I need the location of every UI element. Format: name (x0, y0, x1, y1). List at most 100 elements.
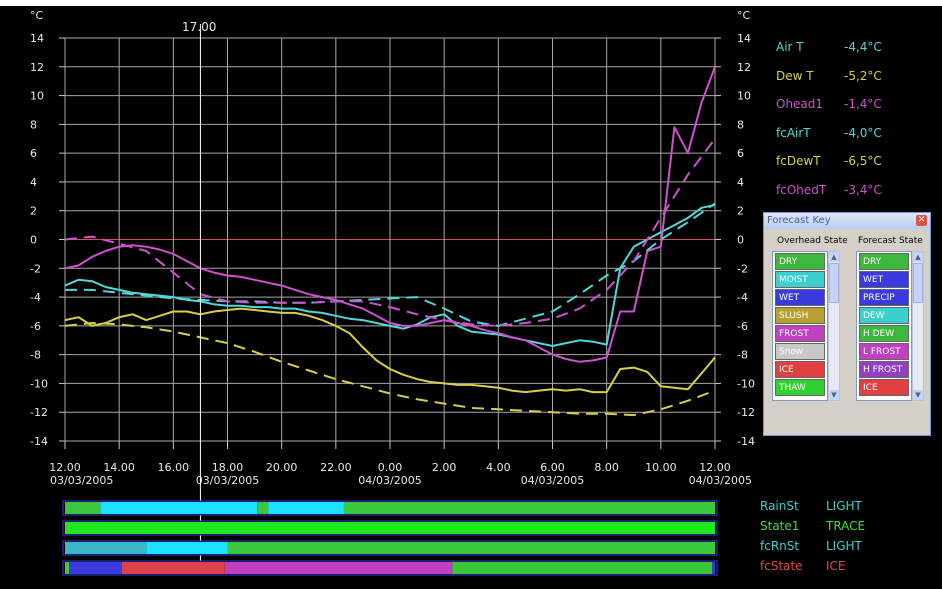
readout-value: -6,5°C (844, 154, 882, 169)
state-bar-segment (100, 502, 258, 514)
x-tick-time: 0.00 (378, 461, 403, 474)
key-item[interactable]: MOIST (775, 271, 825, 288)
readout-air-t: Air T -4,4°C (776, 40, 882, 54)
state-bar-value: ICE (826, 559, 846, 573)
y-tick-labels: 14 14 12 12 10 10 8 8 6 6 4 4 2 2 0 0 -2 -2 -4 -4 -6 -6 -8 -8 -1… (30, 32, 755, 448)
scroll-up-icon[interactable]: ▲ (913, 252, 923, 262)
key-item[interactable]: Snow (775, 343, 825, 360)
y-tick-label-right: -8 (737, 349, 748, 362)
y-tick-label-right: -14 (737, 435, 755, 448)
readout-ohead1: Ohead1 -1,4°C (776, 97, 882, 111)
key-item[interactable]: SLUSH (775, 307, 825, 324)
readout-label: Ohead1 (776, 97, 824, 112)
y-tick-label-right: -10 (737, 377, 755, 390)
y-tick-label-right: 4 (737, 176, 744, 189)
y-tick-label-right: -6 (737, 320, 748, 333)
y-tick-label-right: 2 (737, 205, 744, 218)
readout-fcohedt: fcOhedT -3,4°C (776, 183, 882, 197)
state-bar-value: TRACE (826, 519, 866, 533)
key-item[interactable]: THAW (775, 379, 825, 396)
scroll-down-icon[interactable]: ▼ (913, 390, 923, 400)
series-line-fcohedt (64, 138, 716, 327)
readout-value: -4,0°C (844, 125, 882, 140)
overhead-state-header: Overhead State (777, 236, 848, 246)
state-bar-segment (65, 562, 70, 574)
close-icon[interactable]: ✕ (916, 215, 927, 226)
key-item[interactable]: ICE (859, 379, 909, 396)
overhead-state-list[interactable]: DRY MOIST WET SLUSH FROST Snow ICE THAW (772, 251, 828, 401)
state-bar-label: State1 (760, 519, 800, 533)
scroll-down-icon[interactable]: ▼ (829, 390, 839, 400)
readout-fcairt: fcAirT -4,0°C (776, 126, 882, 140)
x-tick-time: 22.00 (320, 461, 352, 474)
x-tick-date: 04/03/2005 (358, 474, 421, 487)
y-tick-label-left: -10 (30, 377, 48, 390)
forecast-state-scrollbar[interactable]: ▲ ▼ (912, 251, 924, 401)
series-line-air-t (64, 204, 716, 347)
state-bar-segment (121, 562, 225, 574)
key-item[interactable]: H DEW (859, 325, 909, 342)
x-tick-time: 16.00 (158, 461, 190, 474)
state-bar-segment (146, 542, 228, 554)
state-bar-segment (69, 562, 122, 574)
x-tick-date: 04/03/2005 (689, 474, 752, 487)
y-tick-label-right: 0 (737, 234, 744, 247)
key-item[interactable]: DRY (859, 253, 909, 270)
y-tick-label-right: -12 (737, 406, 755, 419)
y-unit-left: °C (30, 9, 44, 22)
state-bar-value: LIGHT (826, 499, 862, 513)
x-tick-date: 04/03/2005 (521, 474, 584, 487)
readout-label: Air T (776, 40, 804, 54)
readout-label: fcOhedT (776, 183, 827, 197)
state-bar-label: fcState (760, 559, 803, 573)
y-tick-label-right: 8 (737, 118, 744, 131)
key-item[interactable]: PRECIP (859, 289, 909, 306)
x-tick-time: 20.00 (266, 461, 298, 474)
scroll-up-icon[interactable]: ▲ (829, 252, 839, 262)
y-unit-right: °C (737, 9, 751, 22)
y-tick-label-left: -8 (30, 349, 41, 362)
series-lines (64, 66, 716, 417)
y-tick-label-left: 0 (30, 234, 37, 247)
forecast-state-list[interactable]: DRY WET PRECIP DEW H DEW L FROST H FROST ICE (856, 251, 912, 401)
y-tick-label-left: 6 (30, 147, 37, 160)
state-bar-label: fcRnSt (760, 539, 800, 553)
state-bar-segment (343, 502, 715, 514)
readout-label: Dew T (776, 68, 814, 83)
y-tick-label-left: -12 (30, 406, 48, 419)
y-tick-label-right: -2 (737, 262, 748, 275)
series-line-fcairt (65, 202, 716, 327)
state-bar-segment (224, 562, 453, 574)
key-item[interactable]: FROST (775, 325, 825, 342)
state-bars (62, 500, 718, 576)
scroll-thumb[interactable] (829, 263, 839, 303)
overhead-state-scrollbar[interactable]: ▲ ▼ (828, 251, 840, 401)
x-tick-date: 03/03/2005 (50, 474, 113, 487)
readout-value: -4,4°C (844, 40, 882, 54)
series-line-ohead1 (64, 66, 716, 363)
y-tick-label-right: 12 (737, 61, 751, 74)
key-item[interactable]: DEW (859, 307, 909, 324)
forecast-key-titlebar[interactable]: Forecast Key ✕ (764, 213, 930, 229)
key-item[interactable]: WET (859, 271, 909, 288)
y-tick-label-left: 10 (30, 90, 44, 103)
x-tick-time: 6.00 (540, 461, 565, 474)
forecast-key-window[interactable]: Forecast Key ✕ Overhead State Forecast S… (763, 212, 931, 436)
y-tick-label-left: -6 (30, 320, 41, 333)
readout-value: -3,4°C (844, 183, 882, 197)
y-tick-label-left: -4 (30, 291, 41, 304)
key-item[interactable]: WET (775, 289, 825, 306)
state-bar-label: RainSt (760, 499, 799, 513)
scroll-thumb[interactable] (913, 263, 923, 303)
key-item[interactable]: H FROST (859, 361, 909, 378)
key-item[interactable]: ICE (775, 361, 825, 378)
cursor-time-label: 17.00 (182, 20, 216, 34)
state-bar-segment (712, 562, 715, 574)
y-tick-label-left: 14 (30, 32, 44, 45)
key-item[interactable]: DRY (775, 253, 825, 270)
state-bar-segment (452, 562, 713, 574)
y-tick-label-left: 2 (30, 205, 37, 218)
y-tick-label-right: -4 (737, 291, 748, 304)
key-item[interactable]: L FROST (859, 343, 909, 360)
